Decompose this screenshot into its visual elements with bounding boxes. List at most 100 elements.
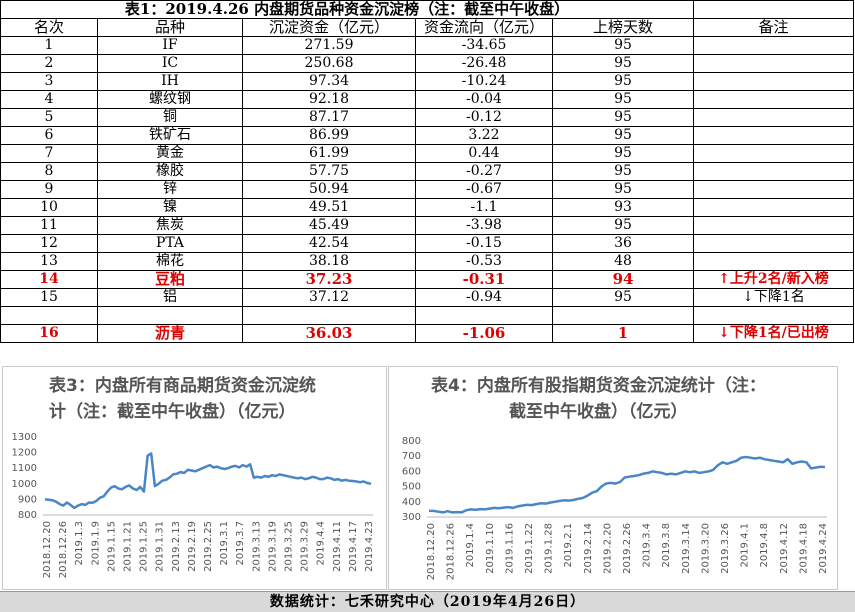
table-row: 6 铁矿石 86.99 3.22 95	[0, 126, 854, 145]
x-tick-label: 2019.1.25	[139, 521, 150, 572]
cell-days: 48	[552, 252, 694, 271]
cell-note	[693, 108, 854, 127]
x-tick-label: 2019.4.1	[740, 523, 751, 568]
x-tick-label: 2019.2.19	[187, 521, 198, 572]
cell-fund: 250.68	[242, 54, 416, 73]
cell-rank: 4	[0, 90, 98, 109]
cell-rank: 7	[0, 144, 98, 163]
cell-note	[693, 36, 854, 55]
x-tick-label: 2019.4.24	[818, 523, 829, 574]
cell-days: 95	[552, 72, 694, 91]
y-tick-label: 800	[402, 436, 421, 447]
chart4-title-line2: 截至中午收盘）（亿元）	[509, 402, 688, 422]
y-tick-label: 900	[18, 494, 37, 505]
cell-name: 棉花	[97, 252, 243, 271]
cell-flow: -0.27	[415, 162, 553, 181]
y-tick-label: 600	[402, 466, 421, 477]
cell-note	[693, 234, 854, 253]
cell-rank: 5	[0, 108, 98, 127]
cell-rank: 12	[0, 234, 98, 253]
cell-days: 1	[552, 324, 694, 343]
header-name: 品种	[97, 18, 243, 37]
cell-name: 铜	[97, 108, 243, 127]
y-tick-label: 700	[402, 451, 421, 462]
cell-rank: 2	[0, 54, 98, 73]
x-tick-label: 2019.1.15	[106, 521, 117, 572]
x-tick-label: 2018.12.26	[446, 523, 457, 580]
header-rank: 名次	[0, 18, 98, 37]
cell-days: 36	[552, 234, 694, 253]
cell-days: 95	[552, 108, 694, 127]
cell-name: PTA	[97, 234, 243, 253]
spacer-cell	[693, 306, 854, 325]
x-tick-label: 2019.2.26	[622, 523, 633, 574]
cell-name: 铁矿石	[97, 126, 243, 145]
cell-note	[693, 252, 854, 271]
x-tick-label: 2019.2.1	[563, 523, 574, 568]
x-tick-label: 2019.3.26	[720, 523, 731, 574]
cell-name: IF	[97, 36, 243, 55]
x-tick-label: 2019.4.8	[759, 523, 770, 568]
x-tick-label: 2019.1.10	[485, 523, 496, 574]
cell-rank: 9	[0, 180, 98, 199]
x-tick-label: 2019.1.28	[544, 523, 555, 574]
spacer-cell	[0, 306, 98, 325]
chart4-svg: 800 700 600 500 400 300 2018.12.20 2018.12.26 20…	[402, 436, 829, 580]
table-row: 10 镍 49.51 -1.1 93	[0, 198, 854, 217]
x-tick-label: 2019.3.1	[219, 521, 230, 566]
cell-rank: 6	[0, 126, 98, 145]
cell-days: 95	[552, 36, 694, 55]
x-tick-label: 2019.4.12	[779, 523, 790, 574]
x-tick-label: 2019.2.13	[171, 521, 182, 572]
series-line	[44, 452, 372, 510]
y-tick-label: 500	[402, 482, 421, 493]
cell-note	[693, 126, 854, 145]
x-tick-label: 2018.12.20	[42, 521, 53, 578]
table-row: 11 焦炭 45.49 -3.98 95	[0, 216, 854, 235]
table-row: 4 螺纹钢 92.18 -0.04 95	[0, 90, 854, 109]
cell-flow: -0.12	[415, 108, 553, 127]
cell-fund: 61.99	[242, 144, 416, 163]
cell-days: 95	[552, 216, 694, 235]
table-row: 3 IH 97.34 -10.24 95	[0, 72, 854, 91]
chart3-title-line2: 计（注：截至中午收盘）（亿元）	[49, 402, 296, 422]
spacer-cell	[415, 306, 553, 325]
x-tick-label: 2019.1.31	[155, 521, 166, 572]
cell-name: 豆粕	[97, 270, 243, 289]
cell-days: 95	[552, 144, 694, 163]
cell-flow: -0.15	[415, 234, 553, 253]
cell-name: 黄金	[97, 144, 243, 163]
table-row: 8 橡胶 57.75 -0.27 95	[0, 162, 854, 181]
x-tick-label: 2019.1.22	[524, 523, 535, 574]
x-tick-label: 2019.2.20	[602, 523, 613, 574]
header-row: 名次 品种 沉淀资金（亿元） 资金流向（亿元） 上榜天数 备注	[0, 18, 854, 37]
cell-name: 螺纹钢	[97, 90, 243, 109]
x-tick-label: 2019.3.8	[661, 523, 672, 568]
x-tick-label: 2019.3.19	[267, 521, 278, 572]
footer-source: 数据统计：七禾研究中心（2019年4月26日）	[0, 591, 855, 612]
x-tick-label: 2019.3.13	[251, 521, 262, 572]
cell-rank: 8	[0, 162, 98, 181]
cell-flow: -0.53	[415, 252, 553, 271]
cell-flow: -3.98	[415, 216, 553, 235]
cell-fund: 92.18	[242, 90, 416, 109]
spacer-cell	[97, 306, 243, 325]
cell-flow: -34.65	[415, 36, 553, 55]
cell-flow: -1.06	[415, 324, 553, 343]
cell-note	[693, 72, 854, 91]
chart3-svg: 1300 1200 1100 1000 900 800 2018.12.20 2018.12.…	[12, 432, 375, 578]
cell-note	[693, 162, 854, 181]
spacer-cell	[242, 306, 416, 325]
x-tick-label: 2019.3.25	[284, 521, 295, 572]
x-tick-label: 2019.4.23	[364, 521, 375, 572]
title-blank-cell	[693, 0, 854, 19]
cell-flow: 0.44	[415, 144, 553, 163]
cell-rank: 10	[0, 198, 98, 217]
x-tick-label: 2019.1.21	[123, 521, 134, 572]
table-row: 7 黄金 61.99 0.44 95	[0, 144, 854, 163]
x-tick-label: 2019.4.11	[332, 521, 343, 572]
x-tick-label: 2019.2.25	[203, 521, 214, 572]
table-row: 13 棉花 38.18 -0.53 48	[0, 252, 854, 271]
x-tick-label: 2019.1.9	[90, 521, 101, 566]
